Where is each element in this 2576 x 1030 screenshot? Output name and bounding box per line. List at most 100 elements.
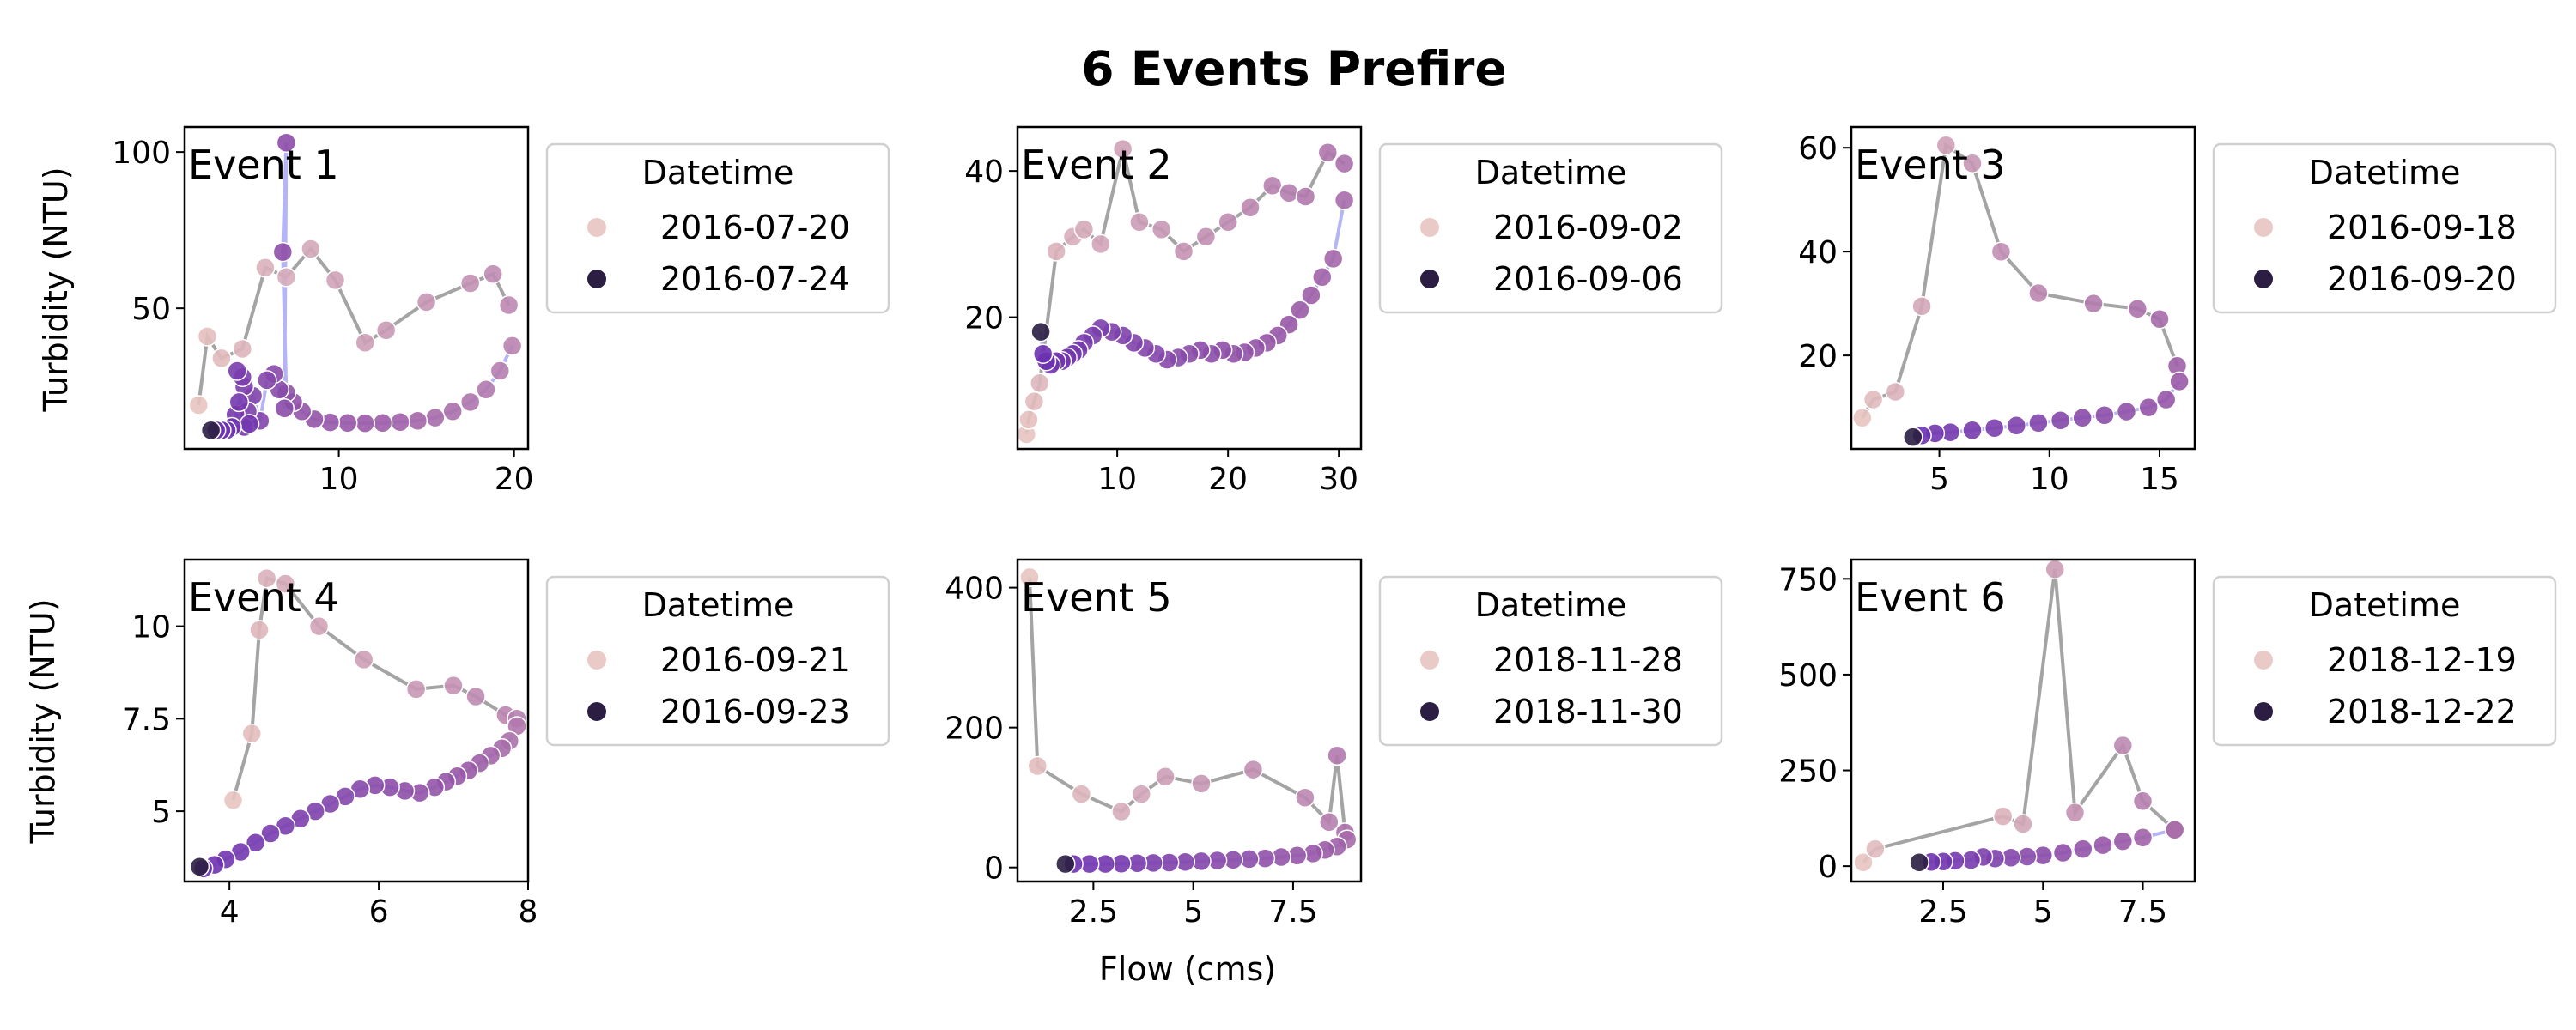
y-tick-label: 0 [984,851,1004,887]
data-point [227,360,247,381]
data-point [1055,853,1076,875]
data-point [1024,391,1045,412]
y-tick-label: 400 [945,572,1004,607]
data-point [2132,791,2154,812]
data-point [1962,420,1983,440]
plot-area [189,567,527,879]
x-tick-label: 8 [519,894,538,930]
legend-title: Datetime [2309,154,2461,191]
legend-marker-end [587,702,606,721]
legend-label-start: 2016-09-21 [660,641,850,679]
event-panel: 10 20 30 20 40 Event 2 Datetime 2016-09-02 2016-… [964,125,1723,497]
data-point [1334,153,1355,174]
data-point [2164,819,2185,840]
y-tick-label: 100 [112,136,171,171]
data-point [2138,397,2159,418]
data-point [1191,773,1212,794]
axes-frame [1850,558,2196,883]
data-point [459,391,481,413]
y-tick-label: 40 [964,154,1004,190]
data-point [1155,766,1176,787]
data-point [1173,241,1194,262]
data-point [2044,560,2065,579]
data-point [1301,285,1321,306]
data-point [1962,153,1983,174]
event-panel: 10 20 50 100 Event 1 Datetime 2016-07-20 2016-0… [112,125,890,497]
data-point [257,370,277,391]
y-tick-label: 50 [131,292,171,327]
data-point [501,336,523,356]
legend-marker-end [1420,702,1439,721]
event-panel: 2.5 5 7.5 0 250 500 750 Event 6 Datetime 2018-12-… [1778,558,2557,930]
data-point [2083,293,2104,314]
data-point [1935,135,1957,155]
data-point [2127,298,2148,319]
data-point [1327,745,1347,766]
x-tick-label: 5 [1929,462,1949,497]
data-point [2112,831,2134,851]
plot-area [1018,138,1355,445]
data-point [1032,343,1054,364]
event-panel: 2.5 5 7.5 0 200 400 Event 5 Datetime 2018-11-28 2… [945,558,1723,930]
x-tick-label: 6 [369,894,389,930]
legend-label-end: 2016-09-20 [2327,260,2517,298]
data-point [442,401,463,422]
x-tick-label: 7.5 [1268,894,1317,930]
event-panel: 5 10 15 20 40 60 Event 3 Datetime 2016-09-18 2016… [1798,125,2557,497]
legend-title: Datetime [1475,586,1627,624]
data-point [1112,138,1133,160]
x-tick-label: 10 [1097,462,1137,497]
legend-label-end: 2018-12-22 [2327,693,2517,730]
data-point [489,360,511,381]
data-point [197,326,218,347]
x-tick-label: 10 [319,462,359,497]
y-tick-label: 20 [964,301,1004,336]
data-point [1334,190,1355,210]
legend-title: Datetime [1475,154,1627,191]
data-point [1019,566,1040,588]
y-axis-label-row-2: Turbidity (NTU) [24,598,62,844]
data-point [2116,401,2137,422]
legend-label-end: 2016-09-23 [660,693,850,730]
x-tick-label: 5 [1183,894,1203,930]
data-point [308,615,330,637]
data-point [2064,802,2086,823]
data-point [1111,801,1132,822]
data-point [2112,735,2134,756]
x-tick-label: 20 [495,462,534,497]
data-point [1322,248,1344,270]
legend-marker-start [587,651,606,670]
data-point [2094,404,2115,426]
legend-label-start: 2018-12-19 [2327,641,2517,679]
data-point [1909,851,1929,873]
legend-label-start: 2016-09-18 [2327,209,2517,246]
axes-frame [1016,558,1363,883]
data-point [425,407,446,428]
data-point [355,332,375,353]
data-point [276,132,297,153]
axes-frame [183,558,530,883]
x-tick-label: 5 [2033,894,2053,930]
legend-frame [545,575,890,747]
plot-area [188,132,523,440]
legend-marker-end [587,270,606,288]
legend-label-end: 2016-07-24 [660,260,850,298]
data-point [483,264,503,284]
data-point [372,413,393,433]
data-point [1852,407,1873,428]
legend-marker-end [2254,702,2273,721]
event-label: Event 1 [188,142,339,188]
data-point [232,338,253,360]
data-point [1903,427,1923,447]
data-point [1018,409,1039,430]
data-point [1027,755,1048,777]
data-point [2169,371,2190,392]
data-point [1030,373,1050,394]
data-point [1195,227,1217,247]
data-point [241,723,263,744]
legend-marker-start [587,218,606,237]
data-point [355,413,375,433]
data-point [2050,409,2071,431]
data-point [1865,839,1886,859]
data-point [2072,407,2093,428]
